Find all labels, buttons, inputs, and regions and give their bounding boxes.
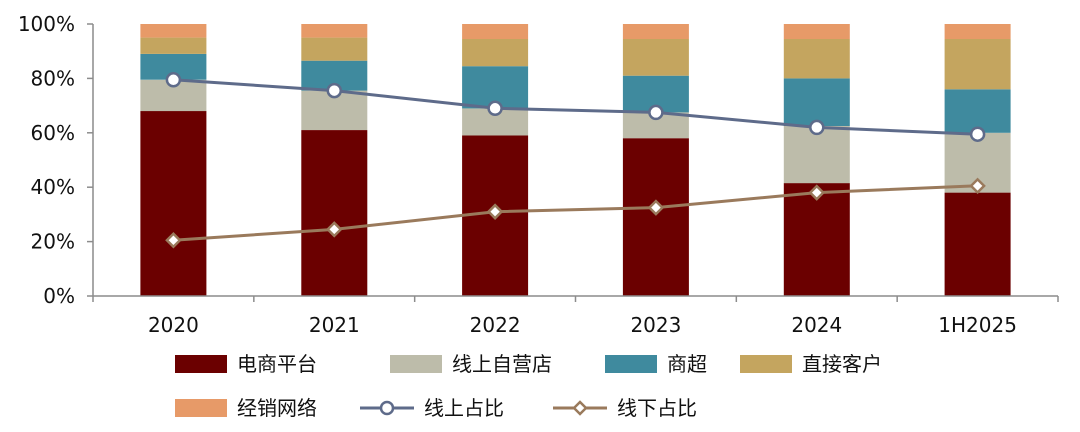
- bar-segment-4-4: [783, 24, 850, 39]
- bar-segment-3-5: [944, 39, 1011, 90]
- point-marker-6-0: [165, 231, 182, 249]
- bar-segment-4-0: [140, 24, 207, 38]
- bar-segment-3-2: [462, 39, 529, 67]
- y-tick-label-1: 20%: [31, 230, 75, 254]
- axes: 0% 20% 40% 60% 80% 100% 2020 2021 2022 2023 2024 1H…: [18, 12, 1059, 337]
- point-marker-5-0: [165, 72, 182, 88]
- point-marker-6-3: [647, 199, 665, 216]
- bar-segment-3-3: [622, 39, 689, 76]
- x-tick-label-1: 2021: [309, 313, 360, 337]
- y-tick-label-5: 100%: [18, 12, 75, 36]
- point-marker-6-1: [325, 221, 343, 238]
- point-marker-6-2: [486, 203, 504, 220]
- legend-marker-5: [379, 400, 395, 416]
- series-line-6: [173, 184, 978, 242]
- legend-swatch-4: [175, 399, 227, 417]
- y-tick-label-4: 80%: [31, 66, 75, 90]
- bar-segment-0-4: [783, 183, 850, 296]
- point-marker-5-4: [809, 119, 825, 136]
- point-marker-6-5: [969, 177, 986, 195]
- legend-label-6: 线下占比: [617, 396, 697, 420]
- x-tick-label-3: 2023: [630, 313, 681, 337]
- bar-segment-2-5: [944, 89, 1011, 133]
- point-marker-5-3: [648, 104, 664, 121]
- x-tick-label-2: 2022: [470, 313, 521, 337]
- x-tick-label-5: 1H2025: [938, 313, 1017, 337]
- bar-segment-0-5: [944, 192, 1011, 296]
- point-marker-5-5: [969, 126, 986, 142]
- y-tick-label-0: 0%: [43, 284, 75, 308]
- plot-area: [140, 24, 1011, 296]
- point-marker-5-1: [326, 82, 343, 99]
- bar-segment-0-3: [622, 138, 689, 296]
- bar-segment-3-0: [140, 37, 207, 54]
- bar-segment-2-4: [783, 78, 850, 126]
- series-line-5: [173, 78, 978, 136]
- legend-swatch-1: [390, 355, 442, 373]
- point-marker-5-2: [487, 100, 503, 117]
- point-marker-6-4: [808, 184, 826, 201]
- bar-segment-4-5: [944, 24, 1011, 39]
- x-tick-label-0: 2020: [148, 313, 199, 337]
- y-tick-label-2: 40%: [31, 175, 75, 199]
- legend-label-4: 经销网络: [237, 396, 317, 420]
- legend-label-0: 电商平台: [237, 352, 317, 376]
- legend-marker-6: [572, 400, 588, 416]
- bar-segment-4-1: [301, 24, 368, 38]
- legend-swatch-3: [740, 355, 792, 373]
- legend-swatch-0: [175, 355, 227, 373]
- y-tick-label-3: 60%: [31, 121, 75, 145]
- legend-label-2: 商超: [667, 352, 707, 376]
- bar-segment-3-4: [783, 39, 850, 79]
- bar-segment-0-1: [301, 130, 368, 296]
- legend-label-1: 线上自营店: [452, 352, 552, 376]
- bar-segment-1-4: [783, 126, 850, 184]
- legend-swatch-2: [605, 355, 657, 373]
- bar-segment-3-1: [301, 37, 368, 61]
- legend-label-5: 线上占比: [424, 396, 504, 420]
- bar-segment-4-2: [462, 24, 529, 39]
- legend-label-3: 直接客户: [802, 352, 882, 376]
- bar-segment-4-3: [622, 24, 689, 39]
- bar-segment-0-0: [140, 111, 207, 296]
- x-tick-label-4: 2024: [791, 313, 842, 337]
